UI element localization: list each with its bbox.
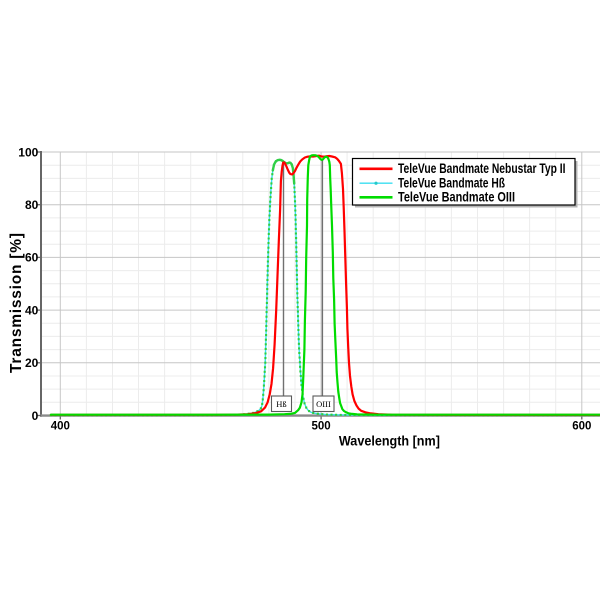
svg-text:OIII: OIII — [316, 399, 331, 409]
svg-text:Wavelength [nm]: Wavelength [nm] — [339, 433, 440, 449]
svg-text:Hß: Hß — [276, 399, 286, 409]
svg-text:500: 500 — [312, 420, 331, 432]
svg-text:TeleVue Bandmate Nebustar Typ: TeleVue Bandmate Nebustar Typ II — [398, 161, 566, 176]
svg-text:TeleVue Bandmate OIII: TeleVue Bandmate OIII — [398, 190, 515, 205]
svg-text:Transmission [%]: Transmission [%] — [8, 233, 25, 373]
svg-text:20: 20 — [25, 356, 39, 370]
svg-text:100: 100 — [18, 145, 38, 159]
svg-text:TeleVue Bandmate Hß: TeleVue Bandmate Hß — [398, 176, 505, 191]
svg-text:40: 40 — [25, 303, 39, 317]
svg-text:0: 0 — [32, 409, 39, 423]
svg-text:80: 80 — [25, 198, 39, 212]
svg-text:60: 60 — [25, 251, 39, 265]
svg-text:400: 400 — [51, 420, 70, 432]
svg-text:600: 600 — [572, 420, 591, 432]
